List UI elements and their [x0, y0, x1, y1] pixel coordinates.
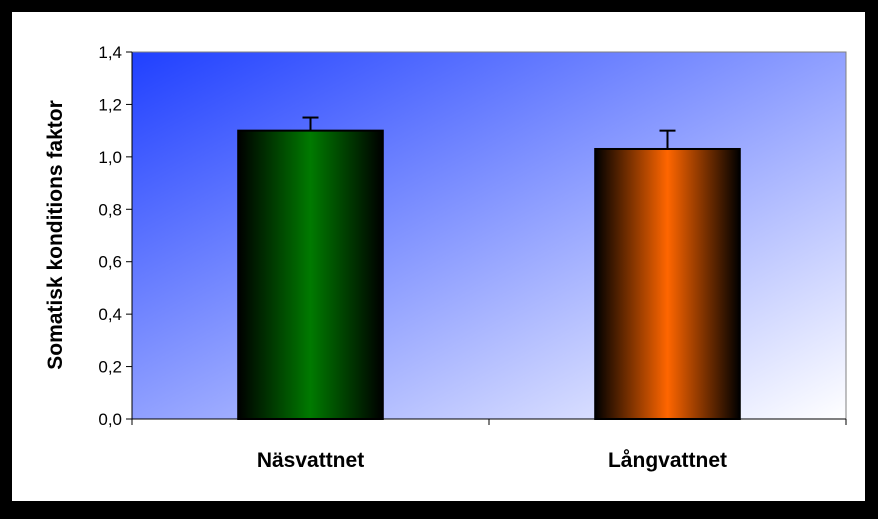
y-axis-label: Somatisk konditions faktor [44, 100, 67, 370]
y-tick-label: 0,4 [98, 305, 122, 324]
x-category-labels: Näsvattnet Långvattnet [257, 449, 727, 472]
y-tick-label: 1,0 [98, 148, 122, 167]
y-tick-label: 1,2 [98, 95, 122, 114]
y-tick-label: 0,8 [98, 200, 122, 219]
y-tick-label: 0,0 [98, 410, 122, 429]
x-category-label: Näsvattnet [257, 449, 364, 472]
x-category-label: Långvattnet [608, 449, 727, 472]
y-tick-label: 1,4 [98, 43, 122, 62]
bars [237, 116, 741, 420]
bar-2 [594, 147, 741, 420]
bar-1 [237, 129, 384, 420]
y-tick-labels: 0,0 0,2 0,4 0,6 0,8 1,0 1,2 1,4 [98, 43, 132, 429]
y-tick-label: 0,2 [98, 358, 122, 377]
y-tick-label: 0,6 [98, 253, 122, 272]
